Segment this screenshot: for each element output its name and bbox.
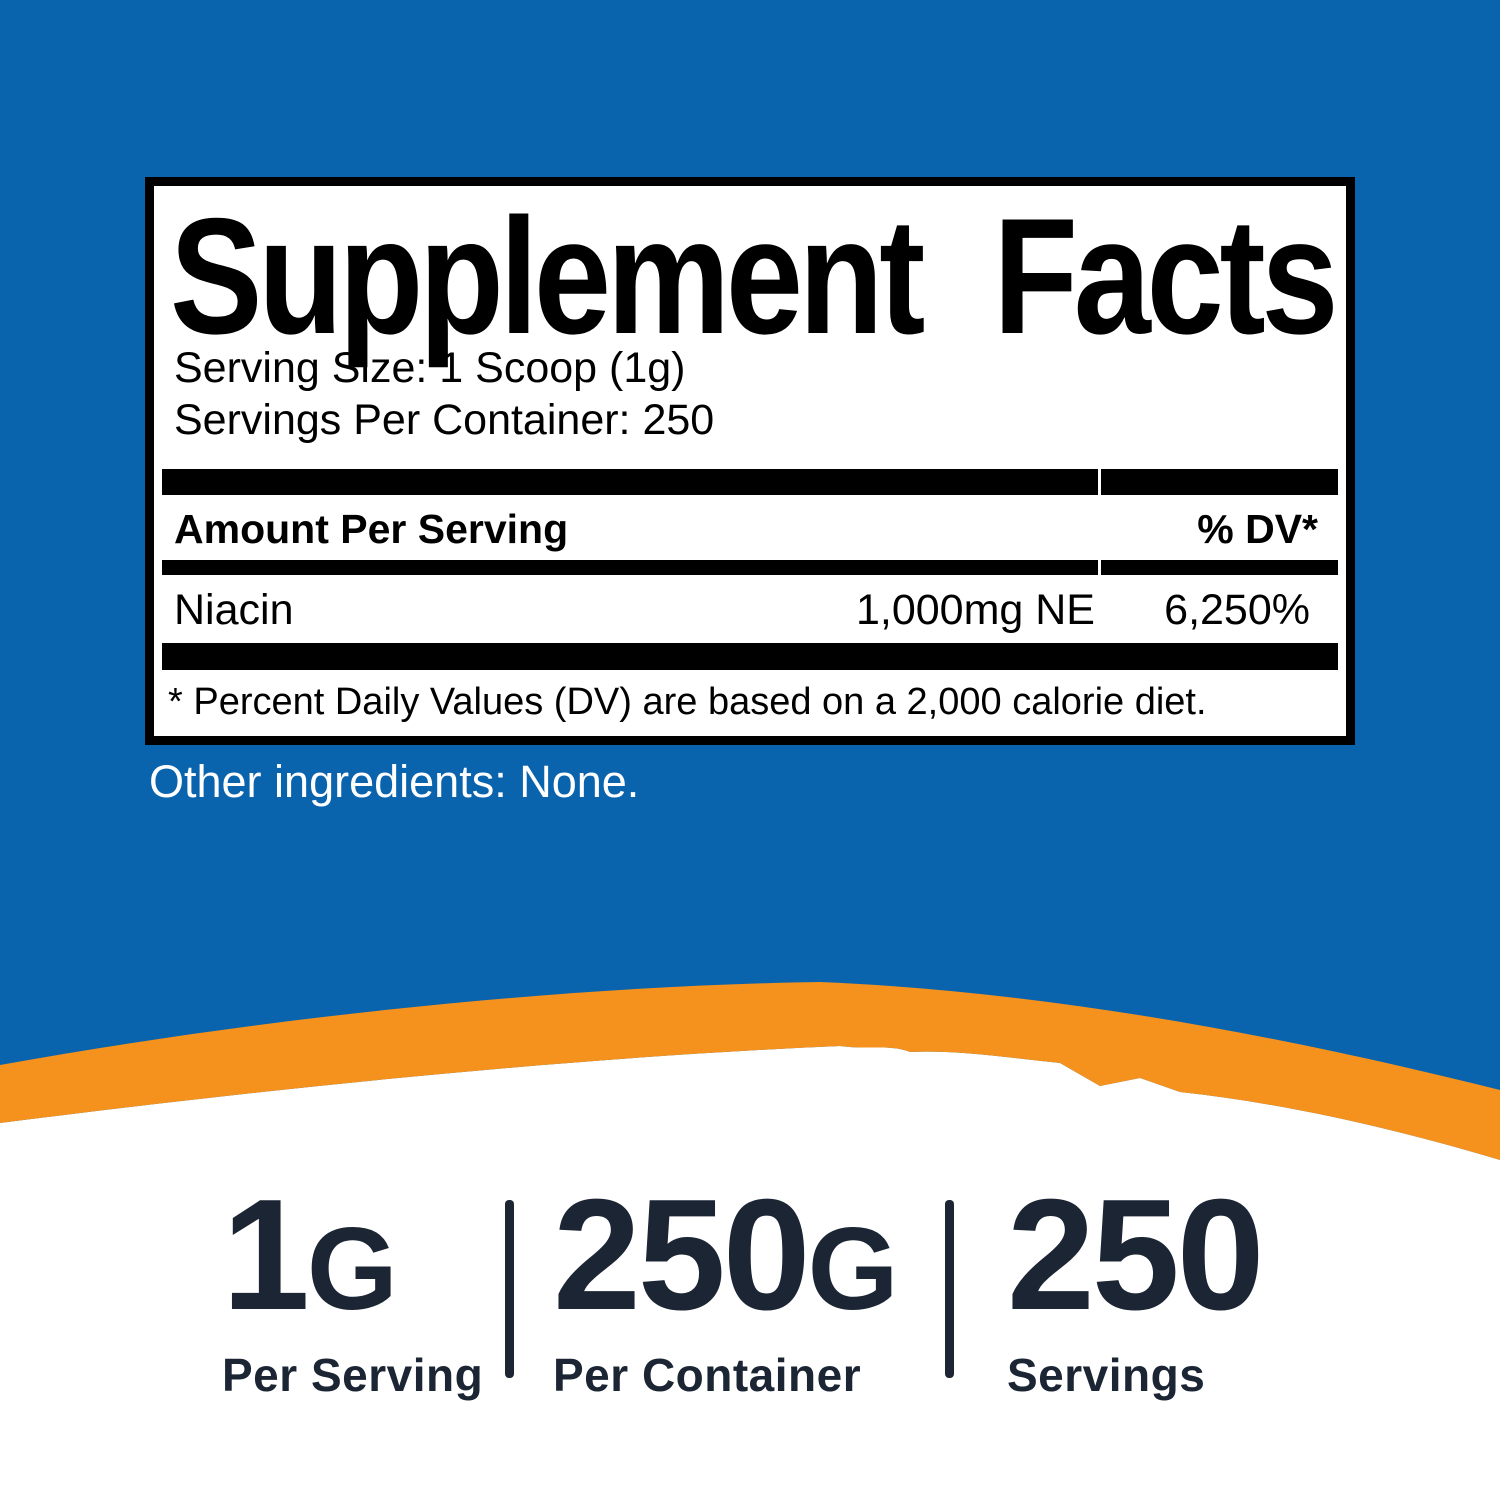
other-ingredients-text: Other ingredients: None. — [149, 756, 640, 807]
white-footer-shape — [0, 1046, 1500, 1500]
serving-size-text: Serving Size: 1 Scoop (1g) — [174, 344, 686, 392]
stat-per-serving-label: Per Serving — [222, 1349, 484, 1401]
stat-per-container-value: 250G — [553, 1176, 899, 1334]
stat-value: 1 — [222, 1167, 310, 1343]
stat-servings-label: Servings — [1007, 1349, 1206, 1401]
servings-per-container-text: Servings Per Container: 250 — [174, 396, 715, 444]
stat-per-container-label: Per Container — [553, 1349, 862, 1401]
dv-footnote: * Percent Daily Values (DV) are based on… — [168, 681, 1207, 723]
stat-servings-value: 250 — [1007, 1176, 1265, 1334]
stat-servings: 250 Servings — [1007, 1176, 1265, 1402]
stat-divider — [945, 1200, 954, 1378]
table-divider-bar-top — [162, 469, 1338, 495]
table-divider-bar-mid — [162, 560, 1338, 575]
column-gap — [1098, 469, 1101, 495]
orange-swoosh-shape — [0, 982, 1500, 1160]
stat-per-serving: 1G Per Serving — [222, 1176, 483, 1402]
nutrient-name: Niacin — [174, 586, 294, 634]
stat-per-serving-value: 1G — [222, 1176, 483, 1334]
stat-value: 250 — [553, 1167, 811, 1343]
stat-unit: G — [306, 1203, 398, 1334]
stat-per-container: 250G Per Container — [553, 1176, 899, 1402]
nutrient-amount: 1,000mg NE — [855, 586, 1095, 634]
percent-dv-header: % DV* — [1197, 506, 1318, 552]
stat-divider — [505, 1200, 514, 1378]
amount-per-serving-header: Amount Per Serving — [174, 506, 569, 552]
nutrient-dv: 6,250% — [1164, 586, 1310, 634]
supplement-facts-title: Supplement Facts — [170, 184, 1339, 368]
column-gap — [1098, 560, 1101, 575]
stat-value: 250 — [1007, 1167, 1265, 1343]
supplement-facts-panel: Supplement Facts Serving Size: 1 Scoop (… — [145, 177, 1355, 745]
table-divider-bar-bottom — [162, 643, 1338, 670]
stat-unit: G — [807, 1203, 899, 1334]
